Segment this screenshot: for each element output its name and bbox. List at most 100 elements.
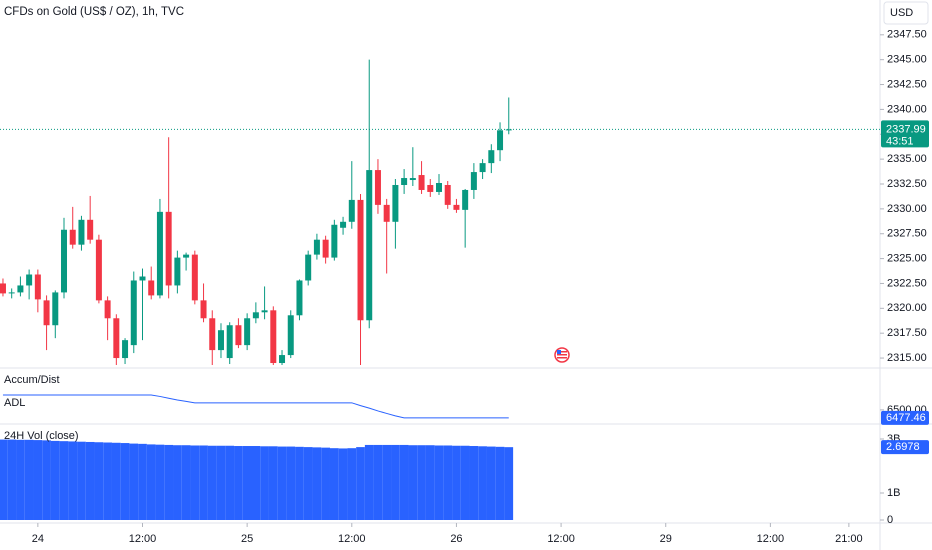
candle-body — [505, 129, 512, 131]
candle-body — [156, 211, 163, 296]
volume-bar — [120, 443, 130, 520]
x-tick-label: 29 — [660, 533, 672, 545]
volume-bar — [486, 446, 496, 520]
x-tick-label: 21:00 — [835, 533, 863, 545]
candle-body — [322, 239, 329, 258]
volume-bar — [24, 439, 34, 520]
candle-body — [488, 150, 495, 164]
candle-body — [209, 318, 216, 351]
adl-line — [2, 394, 509, 419]
candle-body — [374, 170, 381, 205]
candle-body — [130, 280, 137, 346]
volume-bar — [338, 448, 348, 520]
volume-bar — [277, 446, 287, 520]
volume-bar — [295, 446, 304, 520]
volume-bar — [469, 446, 479, 520]
candle-body — [444, 184, 451, 205]
volume-bar — [268, 446, 278, 520]
volume-bar — [425, 445, 435, 520]
candle-body — [200, 300, 207, 319]
candle-body — [497, 130, 504, 151]
candle-body — [331, 224, 338, 258]
volume-bar — [356, 447, 365, 520]
x-tick-label: 25 — [241, 533, 253, 545]
volume-bar — [434, 445, 444, 520]
y-tick-label: 2322.50 — [887, 277, 927, 289]
legend-entry: ADL — [4, 397, 25, 409]
y-tick-label: 2335.00 — [887, 153, 927, 165]
chart-title: CFDs on Gold (US$ / OZ), 1h, TVC — [4, 6, 184, 18]
volume-bar — [42, 440, 51, 520]
y-tick-label: 1B — [887, 487, 900, 499]
candle-body — [95, 239, 102, 301]
volume-bar — [504, 447, 514, 520]
volume-bar — [103, 442, 112, 520]
volume-bar — [347, 448, 357, 520]
candle-body — [357, 199, 364, 321]
x-tick-label: 12:00 — [547, 533, 575, 545]
candle-body — [52, 292, 59, 326]
volume-bar — [190, 445, 200, 520]
y-tick-label: 2345.00 — [887, 54, 927, 66]
x-tick-label: 24 — [32, 533, 44, 545]
y-tick-label: 2320.00 — [887, 302, 927, 314]
volume-bar — [216, 445, 226, 520]
candle-body — [340, 221, 347, 228]
price-label: 2337.99 — [886, 123, 926, 135]
candle-body — [287, 315, 294, 356]
candle-body — [270, 310, 277, 364]
candle-body — [69, 229, 76, 245]
volume-bar — [373, 444, 383, 520]
candle-body — [348, 199, 355, 222]
candle-body — [174, 257, 181, 286]
volume-bar — [495, 446, 505, 520]
countdown: 43:51 — [886, 135, 914, 147]
volume-bar — [242, 446, 252, 520]
currency[interactable]: USD — [890, 7, 913, 19]
y-tick-label: 2327.50 — [887, 228, 927, 240]
candle-body — [217, 330, 224, 351]
candle-body — [470, 172, 477, 190]
value-label-box — [881, 440, 929, 455]
candle-body — [296, 280, 303, 316]
candle-body — [78, 219, 85, 245]
candle-body — [139, 276, 146, 281]
volume-bar — [260, 446, 269, 520]
candle-body — [148, 280, 155, 296]
candle-body — [261, 310, 268, 313]
pane-title: Accum/Dist — [4, 374, 60, 386]
candle-body — [165, 211, 172, 286]
volume-bar — [59, 441, 69, 520]
y-tick-label: 2332.50 — [887, 178, 927, 190]
candle-body — [427, 184, 434, 192]
y-tick-label: 2347.50 — [887, 29, 927, 41]
candle-body — [244, 318, 251, 346]
candle-body — [392, 184, 399, 222]
volume-bar — [417, 445, 426, 520]
candle-body — [401, 178, 408, 185]
volume-bar — [7, 439, 17, 520]
volume-bar — [399, 444, 409, 520]
candle-body — [418, 175, 425, 190]
candle-body — [122, 340, 129, 359]
flag-icon[interactable] — [554, 347, 570, 363]
candle-body — [61, 229, 68, 293]
volume-bar — [155, 444, 165, 520]
candle-body — [383, 204, 390, 222]
candle-body — [235, 325, 242, 346]
volume-bar — [452, 445, 461, 520]
candle-body — [0, 283, 6, 294]
price-label-box — [881, 120, 929, 148]
volume-bar — [207, 445, 217, 520]
currency-button[interactable] — [883, 1, 929, 25]
volume-bar — [111, 442, 121, 520]
value-label-box — [881, 410, 929, 425]
volume-bar — [391, 444, 400, 520]
candle-body — [8, 292, 15, 294]
candle-body — [34, 274, 41, 300]
volume-bar — [408, 445, 418, 520]
volume-bar — [85, 441, 95, 520]
volume-bar — [443, 445, 453, 520]
